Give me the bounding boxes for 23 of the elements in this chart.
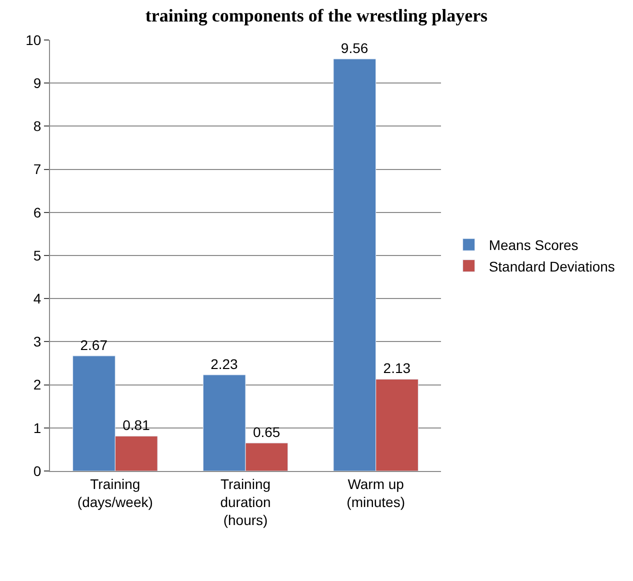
y-tick-label: 2 [33,376,42,393]
y-tick-label: 10 [26,32,42,48]
y-tick-label: 4 [33,290,42,306]
data-label: 0.81 [122,417,150,434]
x-tick-label: Warm up (minutes) [346,476,406,510]
data-label: 9.56 [340,40,368,56]
y-tick-label: 9 [33,75,42,91]
y-tick-label: 3 [33,334,42,350]
x-tick-label: Training duration (hours) [220,476,271,528]
legend-label: Standard Deviations [488,258,615,274]
data-label: 2.67 [80,336,108,353]
data-label: 2.23 [210,356,238,372]
y-tick-label: 5 [33,247,42,264]
y-tick-label: 7 [33,161,42,178]
chart-title: training components of the wrestling players [145,5,488,26]
x-tick-label: Training (days/week) [77,476,153,510]
y-tick-label: 8 [33,118,42,134]
data-label: 0.65 [252,424,280,440]
y-tick-label: 6 [33,204,42,220]
y-tick-label: 0 [33,462,42,479]
y-tick-label: 1 [33,420,42,436]
data-label: 2.13 [383,360,411,376]
legend-label: Means Scores [488,237,578,254]
